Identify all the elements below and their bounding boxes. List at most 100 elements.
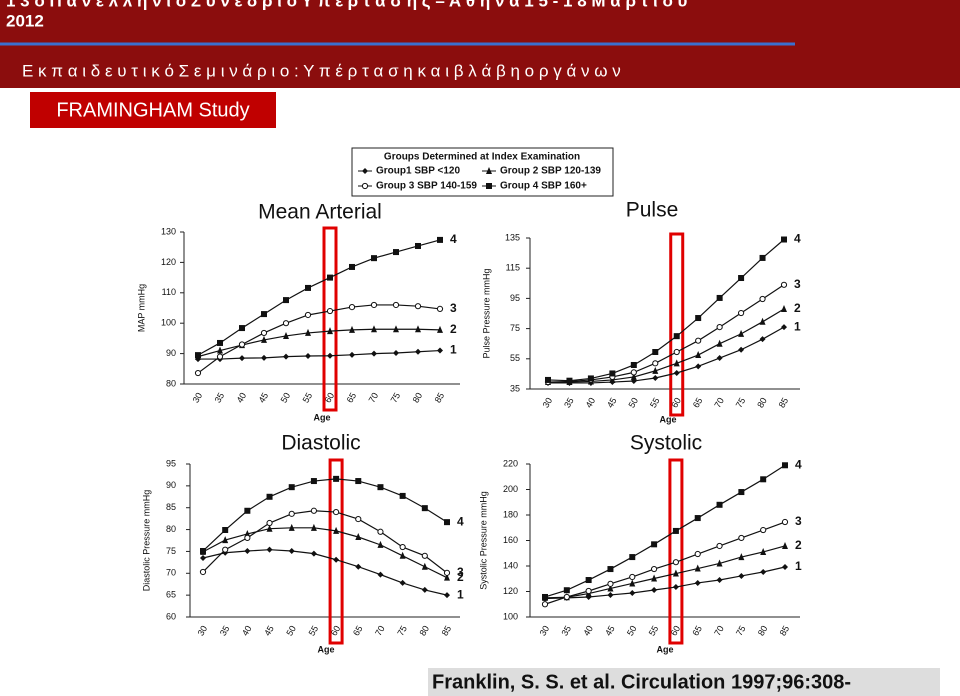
point [288, 523, 295, 531]
chart-title: Mean Arterial [258, 201, 382, 224]
x-tick-label: 55 [647, 624, 661, 638]
y-tick-label: 85 [166, 502, 176, 512]
series-line [547, 284, 785, 383]
point [672, 584, 679, 591]
point [673, 359, 680, 367]
point [563, 587, 570, 594]
point [716, 501, 723, 508]
point [738, 489, 745, 496]
series-label: 1 [794, 319, 801, 333]
point [437, 347, 443, 354]
point [333, 526, 340, 534]
y-axis-label: Systolic Pressure mmHg [478, 491, 488, 590]
point [585, 577, 592, 584]
point [195, 352, 201, 359]
y-tick-label: 220 [503, 458, 518, 468]
y-tick-label: 80 [166, 524, 176, 534]
series-label: 2 [450, 322, 457, 336]
highlight [328, 458, 344, 645]
y-tick-label: 135 [505, 232, 520, 242]
point [629, 573, 636, 581]
point [738, 329, 745, 337]
point [630, 372, 637, 380]
point [566, 377, 573, 384]
x-tick-label: 50 [279, 391, 293, 405]
x-tick-label: 35 [559, 624, 573, 638]
point [371, 350, 377, 357]
point [629, 590, 636, 597]
point [393, 349, 399, 356]
point [563, 593, 570, 601]
point [673, 348, 680, 356]
series-line [544, 566, 786, 600]
point [239, 325, 245, 332]
point [695, 337, 702, 344]
point [239, 355, 245, 362]
point [781, 324, 787, 331]
point [349, 325, 355, 333]
legend-marker [486, 183, 492, 189]
subtitle: Ε κ π α ι δ ε υ τ ι κ ό Σ ε μ ι ν ά ρ ι … [22, 61, 621, 80]
point [200, 547, 206, 554]
point [310, 507, 318, 514]
series-label: 2 [457, 570, 464, 584]
point [738, 534, 745, 542]
point [327, 352, 333, 359]
point [585, 587, 592, 595]
point [199, 568, 207, 576]
x-tick-label: 40 [240, 624, 254, 638]
x-tick-label: 70 [367, 391, 381, 405]
point [377, 528, 384, 535]
point [377, 540, 384, 548]
point [444, 519, 450, 526]
x-tick-label: 65 [345, 391, 359, 405]
series-label: 3 [457, 565, 464, 579]
x-tick-label: 75 [734, 624, 748, 638]
point [716, 294, 723, 301]
x-tick-label: 80 [755, 396, 769, 410]
y-tick-label: 140 [503, 560, 518, 570]
point [349, 263, 355, 270]
legend-entry: Group 2 SBP 120-139 [500, 166, 601, 177]
point [310, 478, 317, 485]
point [672, 559, 680, 566]
point [238, 341, 246, 348]
point [607, 580, 614, 587]
section-box [30, 92, 276, 128]
point [370, 301, 378, 309]
series-line [544, 521, 786, 605]
point [399, 543, 406, 551]
point [672, 569, 679, 577]
x-axis-label: Age [317, 644, 334, 654]
x-tick-label: 40 [235, 391, 249, 405]
y-tick-label: 60 [166, 611, 176, 621]
x-tick-label: 70 [712, 624, 726, 638]
series-label: 3 [450, 301, 457, 315]
point [327, 274, 333, 281]
x-axis-label: Age [656, 644, 673, 654]
y-tick-label: 200 [503, 484, 518, 494]
point [652, 374, 659, 381]
point [444, 573, 450, 581]
y-tick-label: 130 [161, 226, 176, 236]
y-axis-label: MAP mmHg [136, 284, 146, 332]
point [288, 510, 295, 517]
point [222, 536, 229, 544]
y-tick-label: 120 [161, 257, 176, 267]
point [304, 311, 312, 319]
point [541, 601, 549, 608]
point [738, 553, 745, 561]
point [355, 478, 362, 485]
x-tick-label: 80 [411, 391, 425, 405]
x-tick-label: 60 [669, 624, 683, 638]
point [310, 550, 317, 557]
x-tick-label: 75 [395, 624, 409, 638]
highlight [322, 226, 338, 412]
point [355, 515, 362, 523]
legend-marker [361, 182, 369, 190]
point [349, 351, 355, 358]
point [782, 541, 788, 549]
y-tick-label: 120 [503, 586, 518, 596]
point [694, 579, 701, 586]
x-tick-label: 65 [691, 396, 705, 410]
